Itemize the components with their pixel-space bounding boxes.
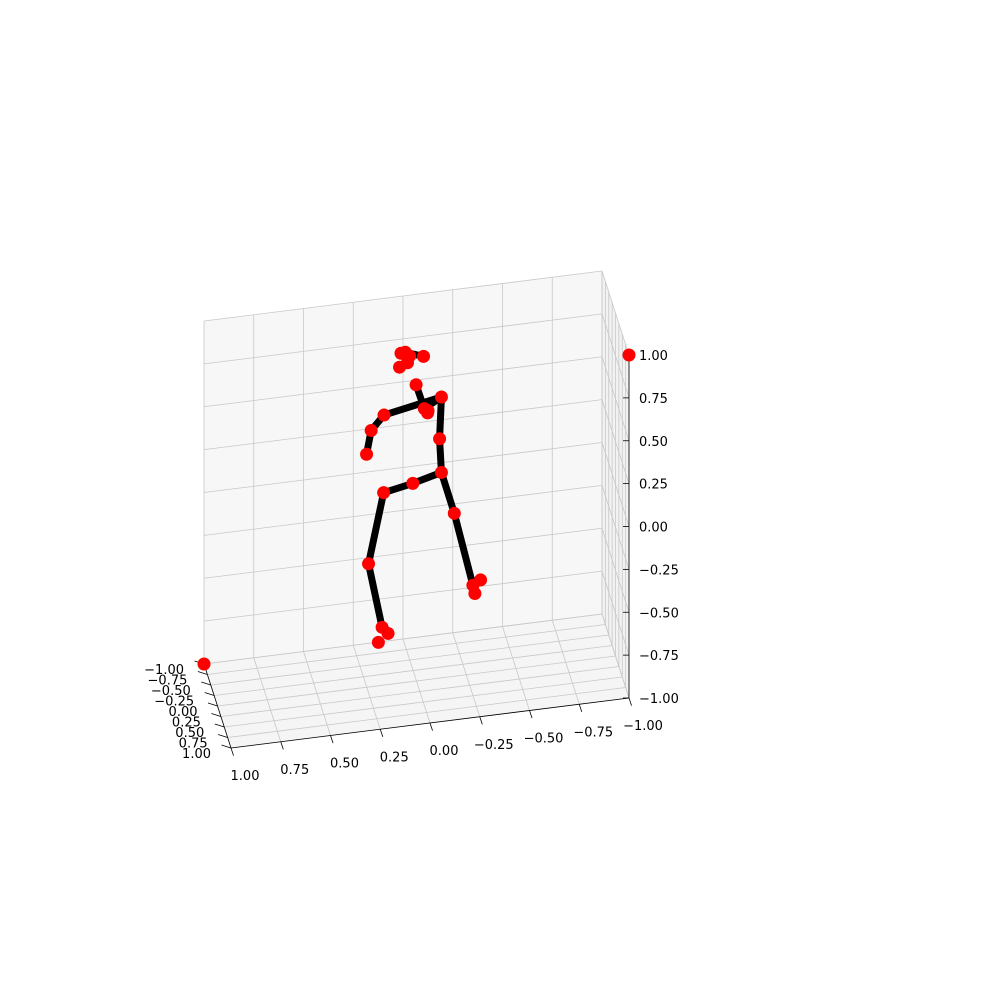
y-axis-4-label: 0.00 <box>169 705 198 720</box>
z-axis-3-label: 0.25 <box>639 478 668 493</box>
joint-left_wrist <box>421 406 435 420</box>
grid-line-z-side <box>601 571 630 656</box>
y-axis-0-label: 1.00 <box>182 747 211 762</box>
x-axis-8-tick <box>628 697 632 706</box>
grid-line-z-side <box>601 528 630 613</box>
y-axis-1-tick <box>218 734 228 738</box>
axes-panes <box>204 271 629 748</box>
y-axis-3-tick <box>211 713 221 717</box>
bone-right_knee-right_ankle <box>365 560 386 631</box>
axes-grid <box>203 270 630 749</box>
y-axis-6-tick <box>201 681 211 686</box>
x-axis-7-tick <box>578 704 583 712</box>
x-axis-0-tick <box>230 747 234 756</box>
grid-line-z-back <box>203 613 603 665</box>
grid-line-y-floor <box>210 634 609 686</box>
joint-left_hip <box>434 465 448 479</box>
x-axis-1-tick <box>280 741 284 750</box>
y-axis-2-tick <box>214 723 225 728</box>
grid-line-x-floor <box>551 620 580 705</box>
grid-line-z-back <box>203 442 603 493</box>
x-axis-2-label: 0.50 <box>330 757 359 772</box>
bone-spine-neck <box>436 393 445 443</box>
y-axis-0-tick <box>221 744 232 749</box>
axes-ticks <box>194 354 632 756</box>
joint-pelvis <box>406 476 420 490</box>
z-axis-0-label: 1.00 <box>639 349 668 364</box>
joint-right_hip <box>377 486 391 500</box>
grid-line-y-floor <box>207 624 606 675</box>
z-axis-1-label: 0.75 <box>639 392 668 407</box>
z-axis-8-label: −1.00 <box>639 692 679 707</box>
axes-tick-labels: 1.00 0.75 0.50 0.25 0.00 −0.25 −0.50 −0.75 −1.00… <box>144 349 679 784</box>
x-axis-5-tick <box>479 716 483 725</box>
bone-right_hip-right_knee <box>365 489 388 568</box>
x-axis-3-tick <box>379 729 384 737</box>
z-axis-7-label: −0.75 <box>639 649 679 664</box>
x-axis-4-tick <box>429 722 433 731</box>
y-axis-7-label: −0.75 <box>148 674 188 689</box>
joint-nose <box>409 378 423 392</box>
joint-spine <box>433 432 447 446</box>
x-axis-4-label: 0.00 <box>430 744 459 759</box>
corner-point-0 <box>622 348 636 362</box>
joint-right_toe <box>381 626 395 640</box>
x-axis-6-label: −0.50 <box>524 732 564 747</box>
y-axis-5-label: −0.25 <box>154 695 194 710</box>
y-axis-6-label: −0.50 <box>151 684 191 699</box>
grid-line-y-floor <box>214 645 613 696</box>
skeleton-joints <box>197 345 636 671</box>
bone-left_hip-left_knee <box>437 468 458 517</box>
corner-point-1 <box>197 657 211 671</box>
y-axis-7-tick <box>197 671 208 675</box>
y-axis-8-label: −1.00 <box>144 663 184 678</box>
y-axis-5-tick <box>204 692 215 696</box>
joint-right_shoulder <box>377 408 391 422</box>
joint-left_heel <box>468 587 482 601</box>
grid-line-z-side <box>601 613 630 699</box>
y-axis-1-label: 0.75 <box>179 737 208 752</box>
y-axis-3-label: 0.25 <box>172 716 201 731</box>
joint-left_toe <box>474 573 488 587</box>
y-axis-4-tick <box>207 702 218 707</box>
z-axis-6-label: −0.50 <box>639 606 679 621</box>
grid-line-z-side <box>601 485 630 570</box>
x-axis-1-label: 0.75 <box>280 763 309 778</box>
grid-line-y-floor <box>217 655 616 707</box>
joint-right_elbow <box>364 423 378 437</box>
z-axis-4-label: 0.00 <box>639 521 668 536</box>
x-axis-7-label: −0.75 <box>573 725 613 740</box>
x-axis-0-label: 1.00 <box>231 769 260 784</box>
grid-line-z-side <box>601 442 630 527</box>
x-axis-3-label: 0.25 <box>380 750 409 765</box>
y-axis-2-label: 0.50 <box>175 726 204 741</box>
bone-left_knee-left_ankle <box>450 509 477 589</box>
x-axis-5-label: −0.25 <box>474 738 514 753</box>
grid-line-x-floor <box>452 632 481 717</box>
grid-line-x-floor <box>502 626 530 711</box>
joint-right_eye <box>394 346 408 360</box>
joint-neck <box>434 390 448 404</box>
joint-right_heel <box>371 635 385 649</box>
grid-line-z-back <box>203 484 603 536</box>
joint-left_knee <box>447 506 461 520</box>
x-axis-2-tick <box>330 735 334 744</box>
joint-head_back <box>417 349 431 363</box>
x-axis-8-label: −1.00 <box>623 719 663 734</box>
joint-right_knee <box>362 557 376 571</box>
x-axis-6-tick <box>529 710 533 719</box>
grid-line-z-back <box>203 527 603 579</box>
z-axis-5-label: −0.25 <box>639 563 679 578</box>
grid-line-z-back <box>203 570 603 622</box>
joint-right_wrist <box>360 447 374 461</box>
z-axis-2-label: 0.50 <box>639 435 668 450</box>
